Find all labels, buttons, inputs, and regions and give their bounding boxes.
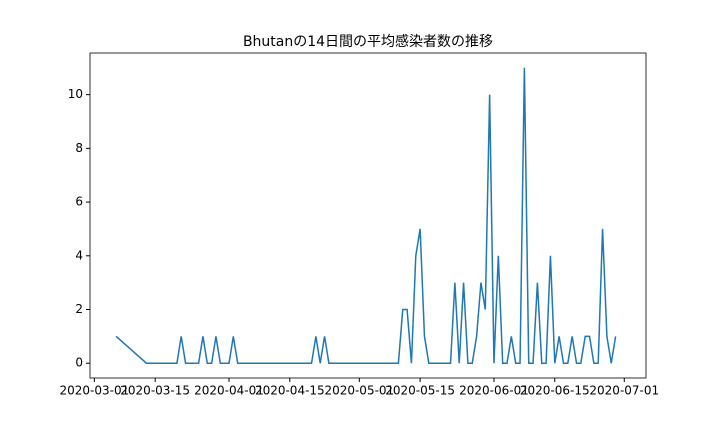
y-tick-label: 2: [75, 302, 83, 316]
x-tick-label: 2020-07-01: [589, 384, 659, 398]
y-tick-label: 4: [75, 248, 83, 262]
x-tick-label: 2020-06-01: [459, 384, 529, 398]
x-tick-label: 2020-04-15: [255, 384, 325, 398]
y-tick-label: 8: [75, 141, 83, 155]
x-tick-label: 2020-03-15: [120, 384, 190, 398]
x-tick-label: 2020-05-15: [385, 384, 455, 398]
x-tick-label: 2020-03-01: [59, 384, 129, 398]
line-series: [115, 67, 617, 364]
plot-frame: [89, 52, 647, 379]
x-tick-label: 2020-06-15: [520, 384, 590, 398]
x-tick-label: 2020-05-01: [324, 384, 394, 398]
y-tick-label: 0: [75, 356, 83, 370]
chart-title: Bhutanの14日間の平均感染者数の推移: [243, 33, 493, 50]
x-tick-label: 2020-04-01: [194, 384, 264, 398]
y-tick-label: 10: [68, 87, 83, 101]
y-tick-label: 6: [75, 195, 83, 209]
